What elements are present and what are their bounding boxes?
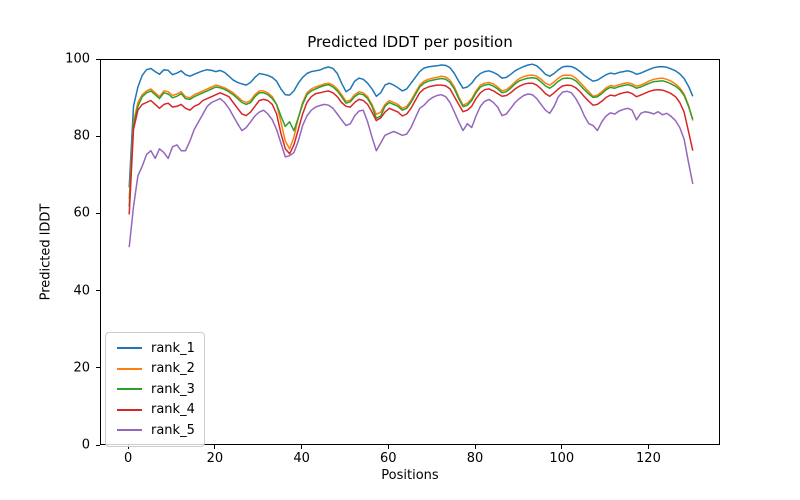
- plot-lines: [128, 63, 694, 248]
- x-tick-mark: [127, 445, 129, 449]
- legend: rank_1 rank_2 rank_3 rank_4 rank_5: [105, 332, 205, 447]
- x-tick-mark: [474, 445, 476, 449]
- y-tick-mark: [96, 367, 100, 369]
- line-rank_2: [128, 74, 694, 200]
- y-tick-label: 20: [73, 360, 90, 376]
- y-tick-mark: [96, 135, 100, 137]
- y-tick-mark: [96, 444, 100, 446]
- legend-entry-rank_4: rank_4: [117, 400, 198, 421]
- legend-entry-rank_5: rank_5: [117, 420, 198, 441]
- x-tick-label: 60: [380, 451, 397, 466]
- x-tick-label: 40: [293, 451, 310, 466]
- x-tick-mark: [561, 445, 563, 449]
- y-tick-label: 0: [81, 437, 90, 453]
- y-tick-mark: [96, 290, 100, 292]
- legend-label: rank_2: [151, 361, 195, 377]
- y-tick-label: 40: [73, 283, 90, 299]
- y-tick-label: 80: [73, 128, 90, 144]
- legend-label: rank_3: [151, 381, 195, 397]
- y-tick-label: 100: [65, 51, 90, 67]
- y-axis-label: Predicted lDDT: [38, 203, 54, 301]
- x-tick-mark: [301, 445, 303, 449]
- line-rank_3: [128, 77, 694, 207]
- legend-line-icon: [117, 347, 142, 350]
- legend-line-icon: [117, 429, 142, 432]
- x-tick-label: 20: [206, 451, 224, 466]
- y-tick-label: 60: [73, 205, 90, 221]
- legend-label: rank_1: [151, 340, 195, 356]
- legend-entry-rank_1: rank_1: [117, 338, 198, 359]
- x-tick-mark: [214, 445, 216, 449]
- x-tick-label: 100: [549, 451, 575, 466]
- x-tick-mark: [387, 445, 389, 449]
- line-rank_4: [128, 82, 694, 215]
- legend-entry-rank_3: rank_3: [117, 379, 198, 400]
- legend-line-icon: [117, 408, 142, 411]
- y-tick-mark: [96, 58, 100, 60]
- x-tick-mark: [647, 445, 649, 449]
- legend-label: rank_5: [151, 422, 195, 438]
- x-tick-label: 0: [124, 451, 133, 466]
- legend-entry-rank_2: rank_2: [117, 359, 198, 380]
- legend-line-icon: [117, 388, 142, 391]
- x-tick-label: 80: [466, 451, 484, 466]
- x-axis-label: Positions: [381, 468, 439, 483]
- legend-line-icon: [117, 367, 142, 370]
- y-tick-mark: [96, 212, 100, 214]
- legend-label: rank_4: [151, 402, 195, 418]
- chart-title: Predicted lDDT per position: [307, 33, 513, 51]
- line-rank_5: [128, 90, 694, 248]
- x-tick-label: 120: [636, 451, 661, 466]
- line-rank_1: [128, 63, 694, 188]
